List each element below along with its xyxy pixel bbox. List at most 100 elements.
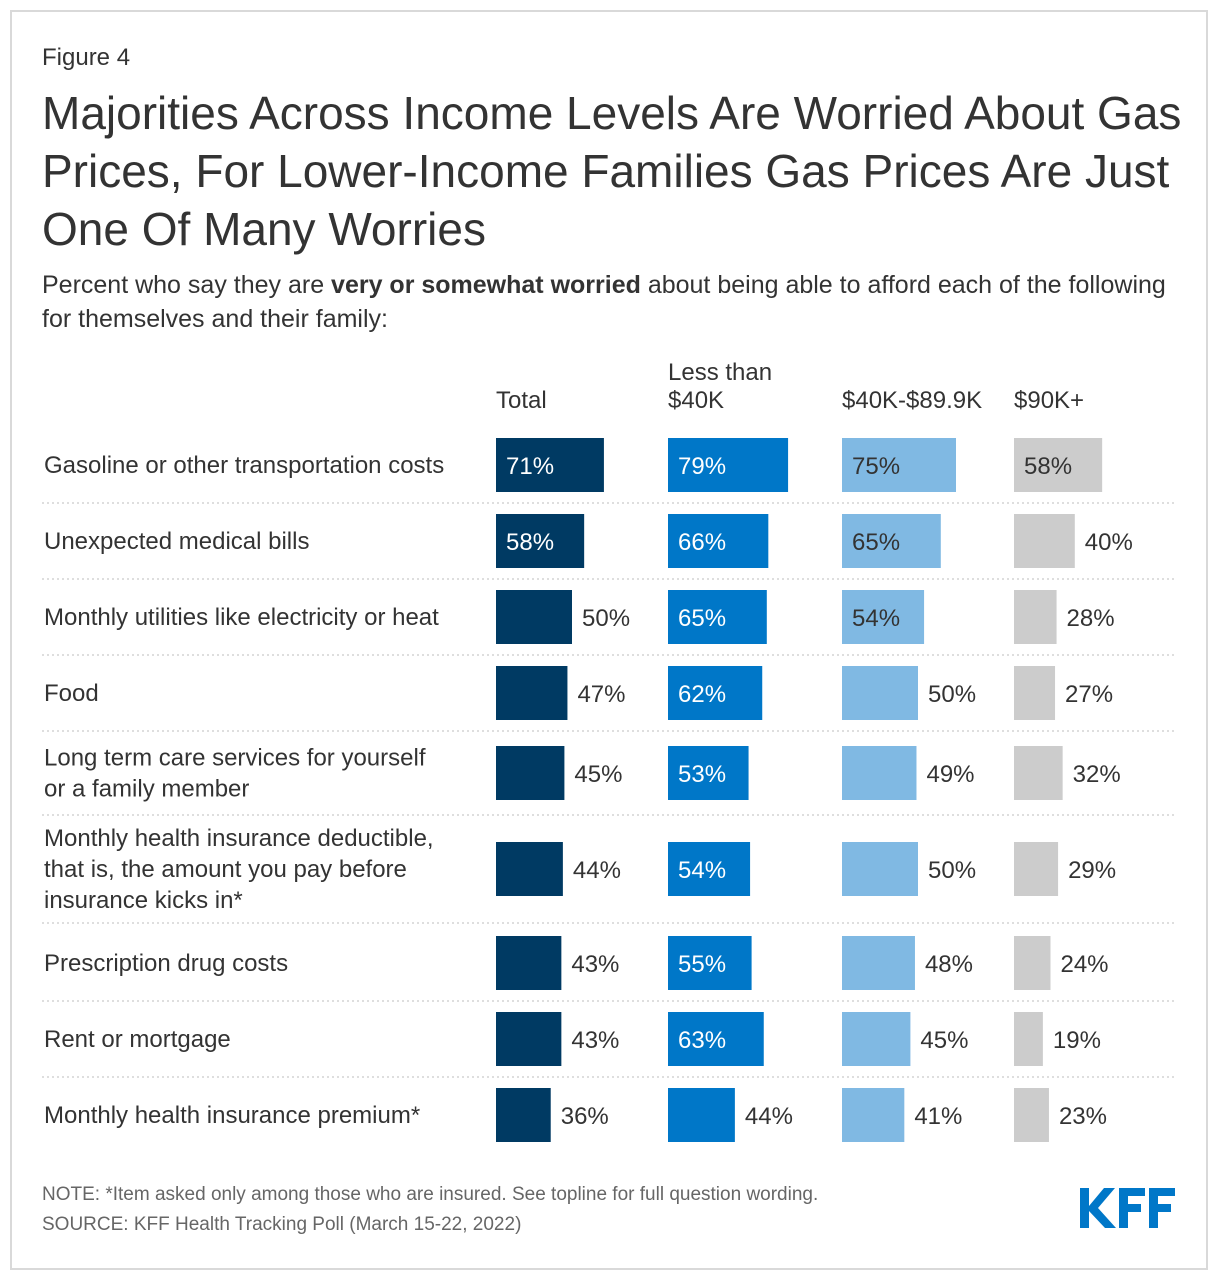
bar (668, 666, 763, 720)
bar-value-label: 53% (678, 761, 726, 788)
bar-value-label: 27% (1065, 681, 1113, 708)
bar-value-label: 50% (928, 857, 976, 884)
category-label: Long term care services for yourself (44, 745, 426, 772)
bar-value-label: 79% (678, 453, 726, 480)
column-header-2: $40K-$89.9K (842, 387, 982, 414)
category-label: Unexpected medical bills (44, 528, 309, 555)
bar (496, 842, 563, 896)
kff-logo (1080, 1188, 1175, 1228)
bar-value-label: 63% (678, 1027, 726, 1054)
category-label: Food (44, 680, 99, 707)
bar (842, 514, 941, 568)
bar (842, 438, 956, 492)
bar (842, 590, 925, 644)
figure-label: Figure 4 (42, 44, 131, 71)
bar-value-label: 62% (678, 681, 726, 708)
bar (1014, 746, 1063, 800)
chart-subtitle: Percent who say they are very or somewha… (42, 268, 1182, 336)
bar-value-label: 66% (678, 529, 726, 556)
bar (1014, 438, 1103, 492)
bar-value-label: 19% (1053, 1027, 1101, 1054)
column-header-0: Total (496, 387, 547, 414)
bar (668, 590, 767, 644)
bar-value-label: 29% (1068, 857, 1116, 884)
bar-value-label: 28% (1067, 605, 1115, 632)
bar-value-label: 54% (678, 857, 726, 884)
bar-value-label: 50% (582, 605, 630, 632)
bar (842, 842, 918, 896)
category-label: Rent or mortgage (44, 1026, 231, 1053)
bar (1014, 936, 1051, 990)
bar (668, 514, 769, 568)
category-label: Prescription drug costs (44, 950, 288, 977)
bar-value-label: 58% (1024, 453, 1072, 480)
bar (496, 514, 585, 568)
bar (1014, 1088, 1049, 1142)
bar (1014, 590, 1057, 644)
bar (496, 1088, 551, 1142)
bar-value-label: 65% (678, 605, 726, 632)
bar-value-label: 41% (914, 1103, 962, 1130)
bar-value-label: 23% (1059, 1103, 1107, 1130)
bar-value-label: 44% (573, 857, 621, 884)
bar-value-label: 50% (928, 681, 976, 708)
bar (496, 936, 562, 990)
kff-logo-mark (1080, 1188, 1175, 1228)
chart-title: Majorities Across Income Levels Are Worr… (42, 87, 1182, 255)
bar (842, 746, 917, 800)
bar-value-label: 47% (577, 681, 625, 708)
bar-value-label: 43% (571, 1027, 619, 1054)
bar-value-label: 43% (571, 951, 619, 978)
bar-value-label: 65% (852, 529, 900, 556)
bar (668, 438, 789, 492)
column-header-1: Less than (668, 359, 772, 386)
bar (668, 1088, 735, 1142)
bar-value-label: 44% (745, 1103, 793, 1130)
column-header-3: $90K+ (1014, 387, 1084, 414)
bar (668, 842, 751, 896)
bar (496, 590, 572, 644)
category-label: Monthly health insurance premium* (44, 1102, 420, 1129)
bar (668, 936, 752, 990)
bar (842, 936, 915, 990)
bar-value-label: 55% (678, 951, 726, 978)
bar-value-label: 45% (574, 761, 622, 788)
bar (1014, 514, 1075, 568)
category-label: that is, the amount you pay before (44, 856, 407, 883)
bar (842, 1012, 911, 1066)
category-label: insurance kicks in* (44, 887, 243, 914)
bar-value-label: 32% (1073, 761, 1121, 788)
category-label: Gasoline or other transportation costs (44, 452, 444, 479)
subtitle-post: about being able to afford each of the f… (42, 271, 1166, 333)
bar (1014, 1012, 1043, 1066)
bar (842, 666, 918, 720)
column-header-1: $40K (668, 387, 724, 414)
bar-value-label: 75% (852, 453, 900, 480)
bar (496, 666, 568, 720)
bar (668, 746, 749, 800)
bar (842, 1088, 905, 1142)
bar (1014, 842, 1059, 896)
bar (496, 746, 565, 800)
bar-value-label: 54% (852, 605, 900, 632)
bar (668, 1012, 764, 1066)
subtitle-bold: very or somewhat worried (331, 271, 641, 299)
bar-value-label: 58% (506, 529, 554, 556)
bar (496, 1012, 562, 1066)
bar-value-label: 71% (506, 453, 554, 480)
category-label: or a family member (44, 776, 249, 803)
category-label: Monthly utilities like electricity or he… (44, 604, 439, 631)
figure-frame (10, 10, 1208, 1270)
category-label: Monthly health insurance deductible, (44, 825, 434, 852)
bar (496, 438, 604, 492)
chart-source: SOURCE: KFF Health Tracking Poll (March … (42, 1214, 522, 1235)
subtitle-pre: Percent who say they are (42, 271, 332, 299)
bar-value-label: 36% (561, 1103, 609, 1130)
bar (1014, 666, 1056, 720)
bar-value-label: 48% (925, 951, 973, 978)
bar-value-label: 49% (926, 761, 974, 788)
bar-value-label: 40% (1085, 529, 1133, 556)
chart-note: NOTE: *Item asked only among those who a… (42, 1184, 819, 1205)
bar-value-label: 24% (1060, 951, 1108, 978)
